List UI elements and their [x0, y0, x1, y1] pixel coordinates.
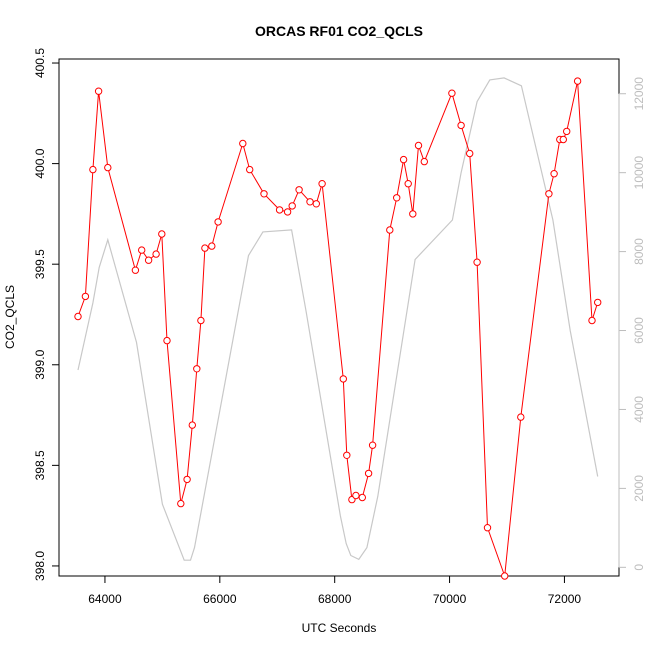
data-point [214, 218, 222, 226]
data-point [358, 493, 366, 502]
y-tick-label: 399.5 [33, 249, 47, 279]
data-point [545, 190, 553, 198]
data-point [131, 266, 140, 274]
x-tick-label: 70000 [433, 592, 467, 606]
data-point [104, 163, 112, 172]
y-tick-label: 398.5 [33, 450, 47, 480]
data-point [364, 469, 373, 478]
data-point [260, 190, 268, 198]
data-point [201, 244, 209, 252]
data-point [197, 316, 205, 325]
data-point [588, 316, 596, 325]
y-axis-left: 398.0 398.5 399.0 399.5 400.0 400.5 [33, 48, 60, 581]
series-layer [74, 77, 602, 580]
data-point [193, 365, 201, 373]
data-point [368, 441, 377, 449]
data-point [283, 208, 292, 216]
x-tick-label: 68000 [318, 592, 352, 606]
y-axis-label: CO2_QCLS [3, 285, 17, 349]
data-point [457, 121, 465, 130]
data-point [288, 202, 296, 210]
data-point [483, 524, 492, 532]
data-point [501, 572, 509, 580]
y2-tick-label: 8000 [632, 238, 646, 265]
y2-tick-label: 12000 [632, 77, 646, 111]
data-point [393, 194, 401, 202]
data-point [163, 336, 171, 345]
data-point [517, 413, 525, 421]
data-point [343, 451, 351, 459]
y2-tick-label: 2000 [632, 475, 646, 502]
y2-tick-label: 6000 [632, 317, 646, 344]
data-point [550, 170, 558, 178]
data-point [138, 246, 146, 254]
data-point [188, 421, 197, 429]
data-point [183, 475, 191, 484]
data-point [399, 155, 408, 164]
series-line-altitude [77, 77, 599, 561]
data-point [306, 198, 314, 206]
x-tick-label: 72000 [548, 592, 582, 606]
data-point [466, 149, 474, 158]
data-point [275, 206, 284, 214]
data-point [81, 292, 90, 301]
data-point [386, 226, 394, 234]
x-axis-label: UTC Seconds [302, 621, 377, 635]
data-point [208, 242, 216, 250]
data-point [409, 210, 417, 218]
data-point [94, 87, 103, 95]
data-point [563, 127, 571, 136]
y-tick-label: 400.5 [33, 48, 47, 78]
data-point [177, 499, 185, 508]
y-tick-label: 400.0 [33, 148, 47, 178]
data-point [246, 165, 254, 174]
data-point [559, 135, 567, 144]
y-axis-right: 0 2000 4000 6000 8000 10000 12000 [618, 77, 646, 571]
y-tick-label: 398.0 [33, 551, 47, 581]
chart-title: ORCAS RF01 CO2_QCLS [255, 23, 423, 39]
x-tick-label: 64000 [88, 592, 122, 606]
data-point [594, 298, 602, 307]
data-point [144, 256, 153, 264]
data-point [312, 200, 320, 208]
y2-tick-label: 0 [632, 564, 646, 571]
data-point [74, 312, 82, 321]
data-point [152, 250, 160, 258]
data-point [473, 258, 481, 266]
data-point [573, 77, 582, 85]
x-axis: 64000 66000 68000 70000 72000 [88, 575, 582, 606]
data-point [448, 89, 456, 97]
data-point [404, 180, 412, 188]
series-line-co2 [77, 80, 599, 577]
data-point [414, 141, 423, 150]
data-point [339, 375, 347, 383]
data-point [158, 230, 166, 238]
y-tick-label: 399.0 [33, 349, 47, 379]
data-point [295, 186, 303, 194]
y2-tick-label: 4000 [632, 396, 646, 423]
data-point [420, 157, 428, 166]
data-point [352, 491, 360, 500]
data-point [239, 139, 247, 148]
data-point [89, 165, 97, 174]
x-tick-label: 66000 [203, 592, 237, 606]
data-point [318, 180, 326, 188]
y2-tick-label: 10000 [632, 156, 646, 190]
